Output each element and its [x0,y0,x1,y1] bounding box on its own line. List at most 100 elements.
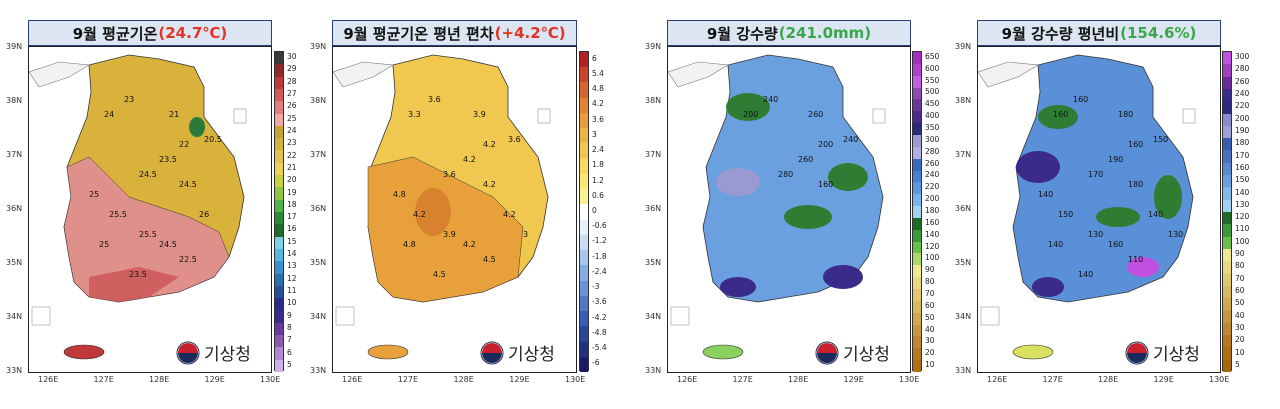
colorbar-segment [580,143,588,160]
colorbar-segment [913,229,921,243]
colorbar-segment [1223,76,1231,90]
colorbar-segment [1223,347,1231,361]
contour-label: 22 [179,140,189,149]
colorbar-segment [1223,64,1231,78]
contour-label: 23 [124,95,134,104]
colorbar-segment [580,311,588,327]
colorbar-tick-label: 60 [1235,286,1245,295]
colorbar-segment [275,76,283,90]
colorbar-tick-label: 9 [287,310,292,320]
agency-name: 기상청 [1153,345,1200,365]
contour-label: 3.9 [473,110,486,119]
colorbar-segment [1223,175,1231,188]
colorbar-tick-label: -4.2 [592,312,607,322]
colorbar-segment [1223,261,1231,275]
lat-label: 33N [6,366,23,375]
colorbar-segment [275,175,283,188]
kma-logo: 기상청 [176,340,251,365]
panel-title: 9월 평균기온 평년 편차 (+4.2℃) [332,20,577,46]
colorbar-tick-label: 3 [592,129,597,139]
colorbar-tick-label: 30 [287,52,297,62]
lon-label: 127E [93,375,114,384]
lat-label: 35N [6,258,23,267]
colorbar-segment [1223,298,1231,311]
colorbar-segment [1223,310,1231,324]
colorbar-segment [580,295,588,312]
colorbar-tick-label: 50 [1235,298,1245,308]
colorbar-segment [913,170,921,183]
contour-label: 3.6 [443,170,456,179]
lat-label: 35N [645,258,662,267]
colorbar-tick-label: 20 [287,175,297,185]
lon-label: 126E [677,375,698,384]
colorbar-segment [275,101,283,115]
colorbar-segment [913,241,921,254]
colorbar-segment [1223,248,1231,262]
colorbar-tick-label: 650 [925,51,940,61]
colorbar-segment [913,182,921,195]
contour-label: 160 [1128,140,1143,149]
colorbar-segment [1223,335,1231,348]
colorbar-tick-label: 100 [1235,236,1250,246]
colorbar-tick-label: 160 [1235,162,1250,172]
colorbar-tick-label: 50 [925,312,935,322]
colorbar-tick-label: 80 [1235,261,1245,271]
colorbar-tick-label: 60 [925,300,935,310]
colorbar-tick-label: 80 [925,277,935,287]
colorbar [274,51,284,373]
lat-label: 34N [955,312,972,321]
lat-label: 39N [955,42,972,51]
lon-label: 126E [987,375,1008,384]
lon-label: 128E [453,375,474,384]
colorbar-tick-label: 1.8 [592,160,604,170]
colorbar-segment [580,52,588,68]
colorbar-tick-label: 3.6 [592,114,604,124]
lat-label: 37N [6,150,23,159]
colorbar-segment [1223,273,1231,287]
colorbar-segment [275,359,283,373]
colorbar-tick-label: 6 [592,53,597,63]
lat-label: 39N [6,42,23,51]
contour-label: 150 [1058,210,1073,219]
lon-label: 127E [1042,375,1063,384]
colorbar-segment [580,250,588,266]
colorbar-segment [275,125,283,139]
colorbar-tick-label: 28 [287,76,297,86]
colorbar-tick-label: 70 [925,288,935,298]
agency-name: 기상청 [204,345,251,365]
panel-title: 9월 강수량 평년비 (154.6%) [977,20,1221,46]
lon-label: 130E [565,375,586,384]
precipitation-ratio-map: 160 160 180 150 160 190 170 180 140 150 140 130 140 1… [977,54,1196,360]
lat-label: 38N [955,96,972,105]
colorbar-segment [1223,199,1231,213]
colorbar-segment [1223,162,1231,176]
colorbar-tick-label: 18 [287,199,297,209]
colorbar-tick-label: 160 [925,217,940,227]
colorbar-tick-label: 26 [287,101,297,111]
colorbar-segment [275,162,283,176]
contour-label: 190 [1108,155,1123,164]
colorbar-segment [580,173,588,190]
contour-label: 20.5 [204,135,222,144]
colorbar-tick-label: 120 [925,241,940,251]
colorbar-segment [913,75,921,89]
colorbar-tick-label: -3.6 [592,297,607,307]
colorbar-tick-label: 21 [287,162,297,172]
panel-title: 9월 강수량 (241.0mm) [667,20,911,46]
contour-label: 24 [104,110,114,119]
colorbar-segment [913,324,921,337]
contour-label: 140 [1148,210,1163,219]
colorbar-segment [1223,187,1231,201]
colorbar-segment [275,52,283,65]
panel-precipitation: 9월 강수량 (241.0mm) 240 200 260 240 200 260 280 16… [640,0,940,409]
colorbar-tick-label: 19 [287,187,297,197]
contour-label: 4.8 [393,190,406,199]
colorbar-segment [1223,138,1231,151]
contour-label: 24.5 [139,170,157,179]
contour-label: 280 [778,170,793,179]
colorbar-segment [1223,88,1231,102]
contour-label: 24.5 [179,180,197,189]
colorbar-segment [913,277,921,290]
colorbar-segment [275,248,283,262]
title-value: (241.0mm) [778,24,872,42]
